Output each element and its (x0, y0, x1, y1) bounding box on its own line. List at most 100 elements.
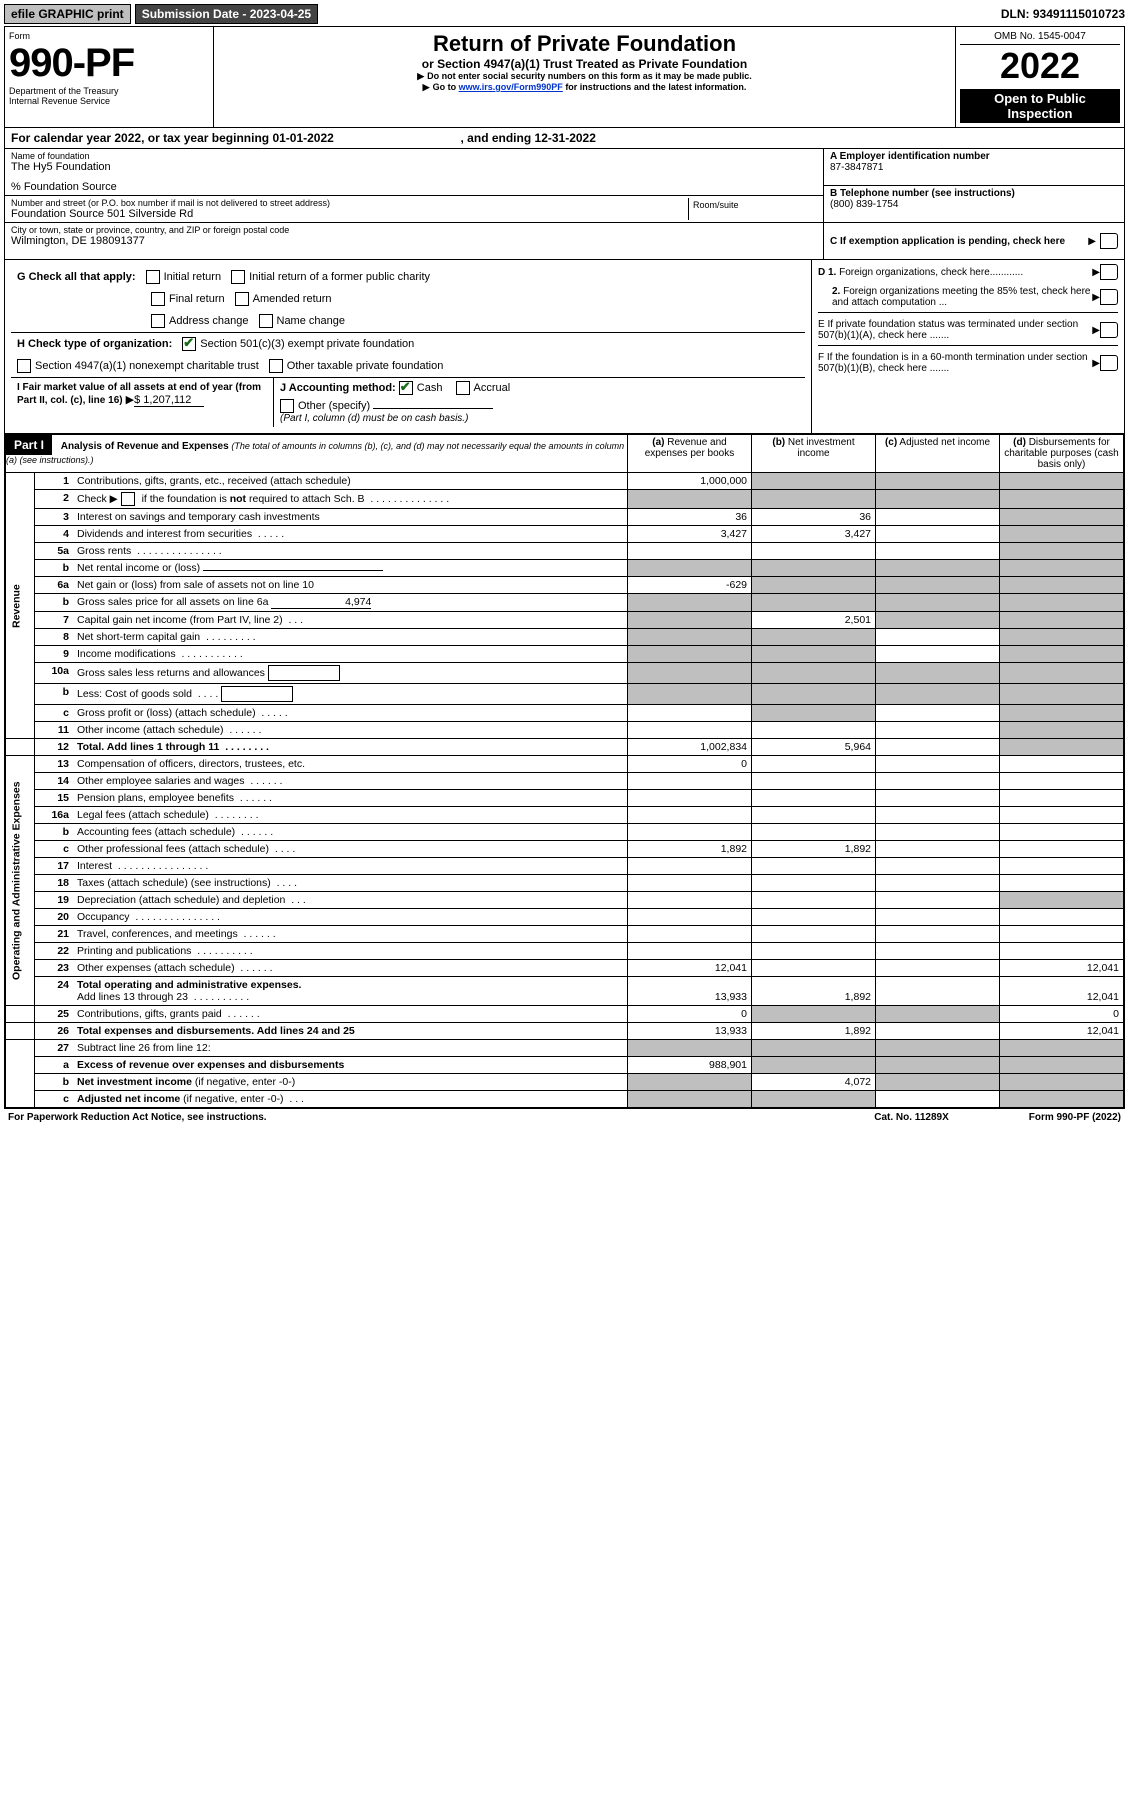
r7n: 7 (35, 612, 74, 629)
col-c: Adjusted net income (899, 437, 990, 448)
r27d: Subtract line 26 from line 12: (73, 1040, 628, 1057)
c-label: C If exemption application is pending, c… (830, 236, 1088, 247)
cb-d2[interactable] (1100, 289, 1118, 305)
cb-schb[interactable] (121, 492, 135, 506)
r24b: 1,892 (752, 977, 876, 1006)
r16ad: Legal fees (attach schedule) (77, 809, 209, 821)
r6aa: -629 (628, 577, 752, 594)
cb-f[interactable] (1100, 355, 1118, 371)
r12a: 1,002,834 (628, 739, 752, 756)
address: Foundation Source 501 Silverside Rd (11, 208, 688, 220)
g6: Name change (277, 315, 346, 327)
tax-year: 2022 (960, 45, 1120, 87)
r9n: 9 (35, 646, 74, 663)
cb-d1[interactable] (1100, 264, 1118, 280)
r25d: Contributions, gifts, grants paid (77, 1008, 222, 1020)
f-label: F If the foundation is in a 60-month ter… (818, 352, 1092, 374)
cb-accrual[interactable] (456, 381, 470, 395)
h3: Other taxable private foundation (287, 360, 444, 372)
r25a: 0 (628, 1006, 752, 1023)
j2: Accrual (474, 382, 511, 394)
form-number: 990-PF (9, 41, 209, 86)
footer: For Paperwork Reduction Act Notice, see … (4, 1109, 1125, 1126)
note-1: Do not enter social security numbers on … (222, 71, 947, 82)
r10cn: c (35, 705, 74, 722)
cb-initial-former[interactable] (231, 270, 245, 284)
cb-name[interactable] (259, 314, 273, 328)
r27an: a (35, 1057, 74, 1074)
r6an: 6a (35, 577, 74, 594)
r14n: 14 (35, 773, 74, 790)
form-title: Return of Private Foundation (222, 31, 947, 57)
r13a: 0 (628, 756, 752, 773)
open-public: Open to Public Inspection (960, 89, 1120, 123)
r26d: Total expenses and disbursements. Add li… (77, 1025, 355, 1037)
phone-label: B Telephone number (see instructions) (830, 188, 1118, 199)
r23d: Other expenses (attach schedule) (77, 962, 235, 974)
instructions-link[interactable]: www.irs.gov/Form990PF (459, 82, 563, 92)
r3d: Interest on savings and temporary cash i… (73, 509, 628, 526)
r4d: Dividends and interest from securities (77, 528, 252, 540)
cb-e[interactable] (1100, 322, 1118, 338)
r25n: 25 (35, 1006, 74, 1023)
r16bn: b (35, 824, 74, 841)
r16bd: Accounting fees (attach schedule) (77, 826, 235, 838)
cb-other-tax[interactable] (269, 359, 283, 373)
r14d: Other employee salaries and wages (77, 775, 245, 787)
r23d2: 12,041 (1000, 960, 1124, 977)
r8d: Net short-term capital gain (77, 631, 200, 643)
cb-cash[interactable] (399, 381, 413, 395)
check-section: G Check all that apply: Initial return I… (5, 260, 1124, 434)
identity-grid: Name of foundation The Hy5 Foundation % … (5, 149, 1124, 260)
r10bn: b (35, 684, 74, 705)
cb-amended[interactable] (235, 292, 249, 306)
r27n: 27 (35, 1040, 74, 1057)
r11d: Other income (attach schedule) (77, 724, 224, 736)
c-checkbox[interactable] (1100, 233, 1118, 249)
r24n: 24 (35, 977, 74, 1006)
j1: Cash (417, 382, 443, 394)
r10cd: Gross profit or (loss) (attach schedule) (77, 707, 256, 719)
cb-address[interactable] (151, 314, 165, 328)
calendar-year-row: For calendar year 2022, or tax year begi… (5, 128, 1124, 149)
r23n: 23 (35, 960, 74, 977)
g3: Final return (169, 293, 225, 305)
r16cb: 1,892 (752, 841, 876, 858)
r6ad: Net gain or (loss) from sale of assets n… (73, 577, 628, 594)
foundation-name: The Hy5 Foundation (11, 161, 817, 173)
r4a: 3,427 (628, 526, 752, 543)
ein: 87-3847871 (830, 162, 1118, 173)
cb-other-acct[interactable] (280, 399, 294, 413)
r7d: Capital gain net income (from Part IV, l… (77, 614, 283, 626)
r2n: 2 (35, 490, 74, 509)
r1a: 1,000,000 (628, 473, 752, 490)
form-header: Form 990-PF Department of the Treasury I… (5, 27, 1124, 128)
efile-btn[interactable]: efile GRAPHIC print (4, 4, 131, 24)
r16an: 16a (35, 807, 74, 824)
cb-501c3[interactable] (182, 337, 196, 351)
e-label: E If private foundation status was termi… (818, 319, 1092, 341)
form-container: Form 990-PF Department of the Treasury I… (4, 26, 1125, 1109)
submission-date: Submission Date - 2023-04-25 (135, 4, 318, 24)
cb-initial[interactable] (146, 270, 160, 284)
r27aa: 988,901 (628, 1057, 752, 1074)
r13n: 13 (35, 756, 74, 773)
cal-begin: For calendar year 2022, or tax year begi… (11, 131, 334, 145)
cb-final[interactable] (151, 292, 165, 306)
r24a: 13,933 (628, 977, 752, 1006)
part1-table: Part I Analysis of Revenue and Expenses … (5, 434, 1124, 1108)
r22n: 22 (35, 943, 74, 960)
r4n: 4 (35, 526, 74, 543)
r27cn: c (35, 1091, 74, 1108)
r27bn: b (35, 1074, 74, 1091)
j3: Other (specify) (298, 400, 370, 412)
r19n: 19 (35, 892, 74, 909)
r1n: 1 (35, 473, 74, 490)
topbar: efile GRAPHIC print Submission Date - 20… (4, 4, 1125, 24)
g5: Address change (169, 315, 249, 327)
r5bd: Net rental income or (loss) (77, 562, 200, 574)
r18d: Taxes (attach schedule) (see instruction… (77, 877, 271, 889)
cb-4947[interactable] (17, 359, 31, 373)
r8n: 8 (35, 629, 74, 646)
h-label: H Check type of organization: (17, 338, 172, 350)
